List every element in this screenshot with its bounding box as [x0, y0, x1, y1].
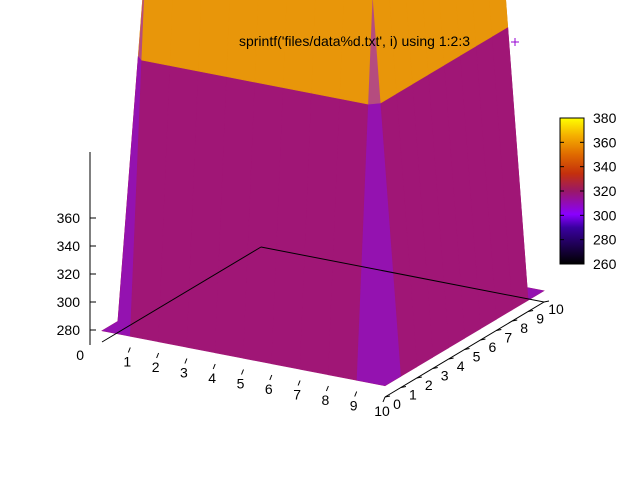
y-tick-label: 8 — [520, 320, 528, 336]
x-tick — [184, 358, 188, 364]
y-tick-label: 5 — [473, 349, 481, 365]
y-tick-label: 1 — [409, 387, 417, 403]
surface-quad — [141, 0, 174, 67]
y-tick — [448, 357, 454, 360]
x-tick-label: 2 — [152, 359, 160, 375]
surface-quad — [311, 0, 345, 100]
legend-marker — [511, 38, 519, 46]
y-tick — [543, 300, 550, 303]
y-tick — [432, 367, 438, 369]
x-tick-label: 1 — [123, 354, 131, 370]
colorbar-tick-label: 300 — [593, 207, 617, 223]
colorbar-tick-label: 340 — [593, 159, 617, 175]
colorbar-tick-label: 320 — [593, 183, 617, 199]
x-tick-label: 6 — [265, 381, 273, 397]
y-tick-label: 10 — [548, 301, 564, 317]
colorbar-tick-label: 260 — [593, 256, 617, 272]
surface-plot — [101, 0, 545, 387]
x-tick-label: 3 — [180, 365, 188, 381]
x-tick — [156, 352, 160, 359]
colorbar-tick-label: 360 — [593, 134, 617, 150]
z-tick-label: 320 — [57, 266, 81, 282]
surface-corner — [356, 0, 401, 386]
x-tick — [325, 385, 329, 392]
y-tick — [384, 395, 391, 398]
y-tick-label: 4 — [457, 358, 465, 374]
y-tick — [496, 329, 502, 331]
y-tick-label: 7 — [504, 330, 512, 346]
y-tick-label: 0 — [393, 396, 401, 412]
y-tick — [512, 319, 518, 322]
surface-quad — [169, 0, 202, 72]
x-tick-label: 7 — [293, 387, 301, 403]
y-tick — [416, 376, 422, 379]
x-tick — [382, 396, 386, 403]
z-tick-label: 280 — [57, 322, 81, 338]
y-tick-label: 3 — [441, 368, 449, 384]
x-tick-label: 5 — [237, 376, 245, 392]
y-tick — [480, 338, 486, 341]
y-tick — [528, 310, 534, 312]
x-tick-label: 8 — [322, 392, 330, 408]
y-tick — [400, 386, 406, 388]
y-tick-label: 9 — [536, 311, 544, 327]
x-tick-label: 10 — [374, 403, 390, 419]
y-tick — [464, 348, 470, 350]
base-left-edge — [101, 246, 262, 343]
surface-quad — [198, 0, 231, 78]
z-tick-label: 340 — [57, 238, 81, 254]
colorbar-ticks: 260 280 300 320 340 360 380 — [560, 110, 617, 272]
x-tick-label: 0 — [76, 347, 84, 363]
surface-quad — [339, 0, 373, 105]
z-tick-label: 360 — [57, 210, 81, 226]
x-tick-label: 4 — [208, 370, 216, 386]
colorbar-tick-label: 380 — [593, 110, 617, 126]
x-tick — [297, 380, 301, 386]
x-tick — [241, 369, 244, 375]
legend-label: sprintf('files/data%d.txt', i) using 1:2… — [239, 33, 470, 49]
x-tick — [354, 391, 358, 397]
z-tick-label: 300 — [57, 294, 81, 310]
y-tick-label: 2 — [425, 377, 433, 393]
colorbar-tick-label: 280 — [593, 232, 617, 248]
y-tick-label: 6 — [489, 339, 497, 355]
x-tick — [212, 363, 216, 370]
x-tick — [269, 374, 273, 381]
x-tick-label: 9 — [350, 398, 358, 414]
legend: sprintf('files/data%d.txt', i) using 1:2… — [239, 33, 519, 49]
colorbar: 260 280 300 320 340 360 380 — [559, 110, 617, 272]
x-tick — [127, 347, 131, 353]
